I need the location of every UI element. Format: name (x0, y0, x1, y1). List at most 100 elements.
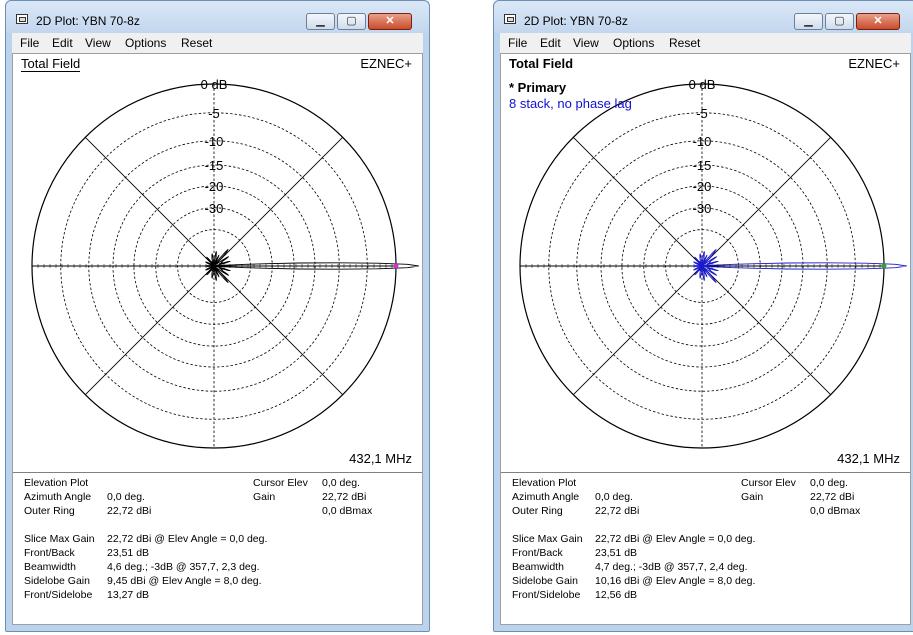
front-back-label: Front/Back (24, 547, 75, 559)
polar-plot[interactable]: 0 dB -5 -10 -15 -20 -30 (13, 54, 422, 472)
gain-value: 22,72 dBi (810, 491, 855, 503)
menu-options[interactable]: Options (125, 36, 167, 50)
cursor-marker (393, 263, 399, 269)
gain-label: Gain (253, 491, 276, 503)
brand-label: EZNEC+ (360, 56, 412, 71)
azimuth-angle-label: Azimuth Angle (24, 491, 92, 503)
ring-label: -10 (205, 134, 224, 149)
front-sidelobe-label: Front/Sidelobe (512, 589, 581, 601)
field-title[interactable]: Total Field (509, 56, 574, 71)
close-icon: ✕ (385, 15, 395, 27)
pattern-trace (204, 248, 419, 284)
frequency-label: 432,1 MHz (349, 451, 412, 466)
gain-label: Gain (741, 491, 764, 503)
ring-label: -20 (693, 179, 712, 194)
menu-bar: File Edit View Options Reset (12, 33, 423, 53)
beamwidth-label: Beamwidth (24, 561, 76, 573)
cursor-elev-value: 0,0 deg. (322, 477, 360, 489)
menu-options[interactable]: Options (613, 36, 655, 50)
divider (501, 472, 910, 473)
frequency-label: 432,1 MHz (837, 451, 900, 466)
plot-client-area: 0 dB -5 -10 -15 -20 -30 Total Field EZNEC+ * … (500, 53, 911, 625)
ring-label: -30 (693, 201, 712, 216)
title-bar[interactable]: 2D Plot: YBN 70-8z ▁ ▢ ✕ (494, 1, 913, 33)
maximize-button[interactable]: ▢ (337, 13, 366, 30)
menu-edit[interactable]: Edit (540, 36, 561, 50)
slice-max-gain-label: Slice Max Gain (24, 533, 95, 545)
elevation-plot-label: Elevation Plot (24, 477, 89, 489)
menu-reset[interactable]: Reset (669, 36, 701, 50)
pattern-trace (692, 248, 907, 284)
menu-reset[interactable]: Reset (181, 36, 213, 50)
menu-view[interactable]: View (573, 36, 599, 50)
window-icon (504, 14, 516, 24)
ring-label: -5 (696, 106, 708, 121)
azimuth-angle-value: 0,0 deg. (595, 491, 633, 503)
dbmax-value: 0,0 dBmax (322, 505, 373, 517)
front-back-label: Front/Back (512, 547, 563, 559)
primary-trace-label: * Primary (509, 80, 567, 95)
plot-window-1[interactable]: 2D Plot: YBN 70-8z ▁ ▢ ✕ File Edit View … (5, 0, 430, 632)
outer-ring-value: 22,72 dBi (595, 505, 640, 517)
gain-value: 22,72 dBi (322, 491, 367, 503)
slice-max-gain-value: 22,72 dBi @ Elev Angle = 0,0 deg. (595, 533, 756, 545)
maximize-button[interactable]: ▢ (825, 13, 854, 30)
minimize-icon: ▁ (804, 15, 813, 27)
slice-max-gain-label: Slice Max Gain (512, 533, 583, 545)
minimize-button[interactable]: ▁ (794, 13, 823, 30)
ring-label: -15 (693, 158, 712, 173)
sidelobe-gain-label: Sidelobe Gain (24, 575, 90, 587)
beamwidth-label: Beamwidth (512, 561, 564, 573)
menu-edit[interactable]: Edit (52, 36, 73, 50)
menu-view[interactable]: View (85, 36, 111, 50)
window-title: 2D Plot: YBN 70-8z (36, 14, 140, 28)
trace-description: 8 stack, no phase lag (509, 96, 632, 111)
window-icon (16, 14, 28, 24)
sidelobe-gain-value: 9,45 dBi @ Elev Angle = 8,0 deg. (107, 575, 262, 587)
maximize-icon: ▢ (346, 15, 357, 27)
window-title: 2D Plot: YBN 70-8z (524, 14, 628, 28)
front-sidelobe-value: 12,56 dB (595, 589, 638, 601)
cursor-elev-label: Cursor Elev (253, 477, 308, 489)
slice-max-gain-value: 22,72 dBi @ Elev Angle = 0,0 deg. (107, 533, 268, 545)
beamwidth-value: 4,6 deg.; -3dB @ 357,7, 2,3 deg. (107, 561, 260, 573)
sidelobe-gain-label: Sidelobe Gain (512, 575, 578, 587)
close-button[interactable]: ✕ (856, 13, 900, 30)
ring-label: 0 dB (689, 77, 716, 92)
ring-label: -15 (205, 158, 224, 173)
front-sidelobe-value: 13,27 dB (107, 589, 150, 601)
menu-file[interactable]: File (20, 36, 40, 50)
minimize-icon: ▁ (316, 15, 325, 27)
front-back-value: 23,51 dB (595, 547, 638, 559)
cursor-elev-label: Cursor Elev (741, 477, 796, 489)
azimuth-angle-label: Azimuth Angle (512, 491, 580, 503)
brand-label: EZNEC+ (848, 56, 900, 71)
close-icon: ✕ (873, 15, 883, 27)
cursor-elev-value: 0,0 deg. (810, 477, 848, 489)
maximize-icon: ▢ (834, 15, 845, 27)
ring-label: -10 (693, 134, 712, 149)
outer-ring-label: Outer Ring (24, 505, 75, 517)
front-sidelobe-label: Front/Sidelobe (24, 589, 93, 601)
field-title[interactable]: Total Field (21, 56, 81, 72)
ring-label: -20 (205, 179, 224, 194)
front-back-value: 23,51 dB (107, 547, 150, 559)
menu-bar: File Edit View Options Reset (500, 33, 911, 53)
ring-label: 0 dB (201, 77, 228, 92)
azimuth-angle-value: 0,0 deg. (107, 491, 145, 503)
cursor-marker (881, 263, 887, 269)
plot-client-area: 0 dB -5 -10 -15 -20 -30 Total Field EZNEC+ 43… (12, 53, 423, 625)
sidelobe-gain-value: 10,16 dBi @ Elev Angle = 8,0 deg. (595, 575, 756, 587)
beamwidth-value: 4,7 deg.; -3dB @ 357,7, 2,4 deg. (595, 561, 748, 573)
dbmax-value: 0,0 dBmax (810, 505, 861, 517)
polar-plot[interactable]: 0 dB -5 -10 -15 -20 -30 (501, 54, 910, 472)
menu-file[interactable]: File (508, 36, 528, 50)
elevation-plot-label: Elevation Plot (512, 477, 577, 489)
title-bar[interactable]: 2D Plot: YBN 70-8z ▁ ▢ ✕ (6, 1, 429, 33)
ring-label: -30 (205, 201, 224, 216)
close-button[interactable]: ✕ (368, 13, 412, 30)
plot-window-2[interactable]: 2D Plot: YBN 70-8z ▁ ▢ ✕ File Edit View … (493, 0, 913, 632)
ring-label: -5 (208, 106, 220, 121)
divider (13, 472, 422, 473)
minimize-button[interactable]: ▁ (306, 13, 335, 30)
